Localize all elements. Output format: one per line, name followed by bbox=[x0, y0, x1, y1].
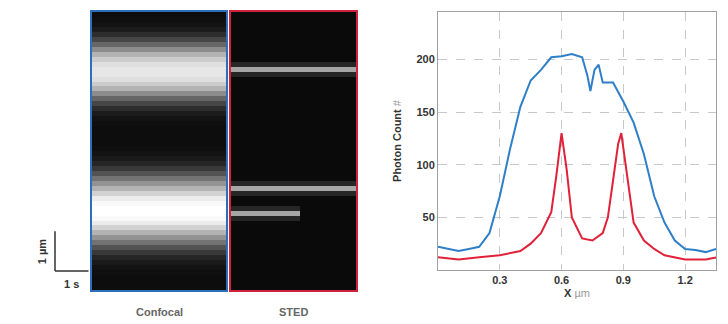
svg-text:0.6: 0.6 bbox=[554, 274, 569, 286]
svg-text:Confocal: Confocal bbox=[136, 306, 183, 318]
svg-text:150: 150 bbox=[416, 106, 434, 118]
svg-text:100: 100 bbox=[416, 159, 434, 171]
svg-text:1 s: 1 s bbox=[64, 278, 79, 290]
svg-text:0.3: 0.3 bbox=[492, 274, 507, 286]
svg-text:1 µm: 1 µm bbox=[36, 239, 48, 265]
svg-text:Photon Count #: Photon Count # bbox=[391, 99, 403, 182]
svg-text:STED: STED bbox=[279, 306, 308, 318]
svg-text:200: 200 bbox=[416, 53, 434, 65]
svg-text:50: 50 bbox=[423, 211, 435, 223]
svg-text:0.9: 0.9 bbox=[616, 274, 631, 286]
svg-text:1.2: 1.2 bbox=[677, 274, 692, 286]
svg-text:X µm: X µm bbox=[564, 287, 590, 299]
